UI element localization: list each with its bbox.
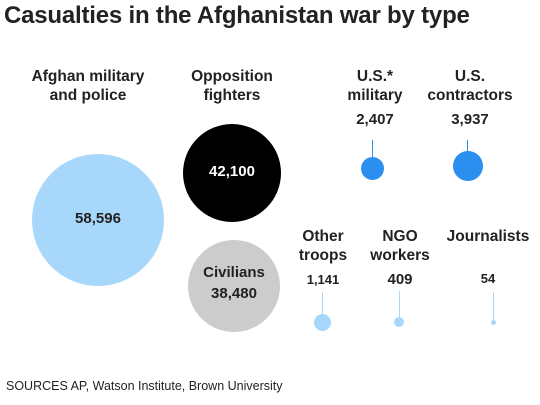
value-us-contractors: 3,937	[451, 111, 489, 128]
value-journalists: 54	[480, 271, 496, 286]
value-opposition-fighters: 42,100	[209, 163, 255, 180]
bubble-ngo-workers	[394, 317, 404, 327]
label-opposition-fighters: Opposition fighters	[191, 68, 273, 104]
bubble-civilians	[188, 240, 280, 332]
value-ngo-workers: 409	[387, 271, 413, 288]
stem-ngo-workers	[399, 291, 400, 317]
value-us-military: 2,407	[356, 111, 394, 128]
bubble-journalists	[491, 320, 496, 325]
label-other-troops: Other troops	[298, 228, 348, 264]
label-ngo-workers: NGO workers	[370, 228, 430, 264]
label-journalists: Journalists	[446, 228, 530, 245]
value-civilians: 38,480	[211, 285, 257, 302]
bubble-other-troops	[314, 314, 331, 331]
value-other-troops: 1,141	[306, 272, 340, 287]
label-afghan-military: Afghan military and police	[31, 68, 145, 104]
bubble-afghan-military	[32, 154, 164, 286]
label-civilians: Civilians	[203, 264, 265, 281]
bubble-us-contractors	[453, 151, 483, 181]
stem-journalists	[493, 292, 494, 320]
bubble-opposition-fighters	[183, 124, 281, 222]
stem-us-contractors	[467, 140, 468, 151]
label-us-military: U.S.* military	[347, 68, 403, 104]
value-afghan-military: 58,596	[75, 210, 121, 227]
stem-other-troops	[322, 292, 323, 314]
source-note: SOURCES AP, Watson Institute, Brown Univ…	[6, 379, 283, 393]
stem-us-military	[372, 140, 373, 157]
bubble-us-military	[361, 157, 384, 180]
label-us-contractors: U.S. contractors	[427, 68, 513, 104]
chart-title: Casualties in the Afghanistan war by typ…	[4, 2, 470, 29]
